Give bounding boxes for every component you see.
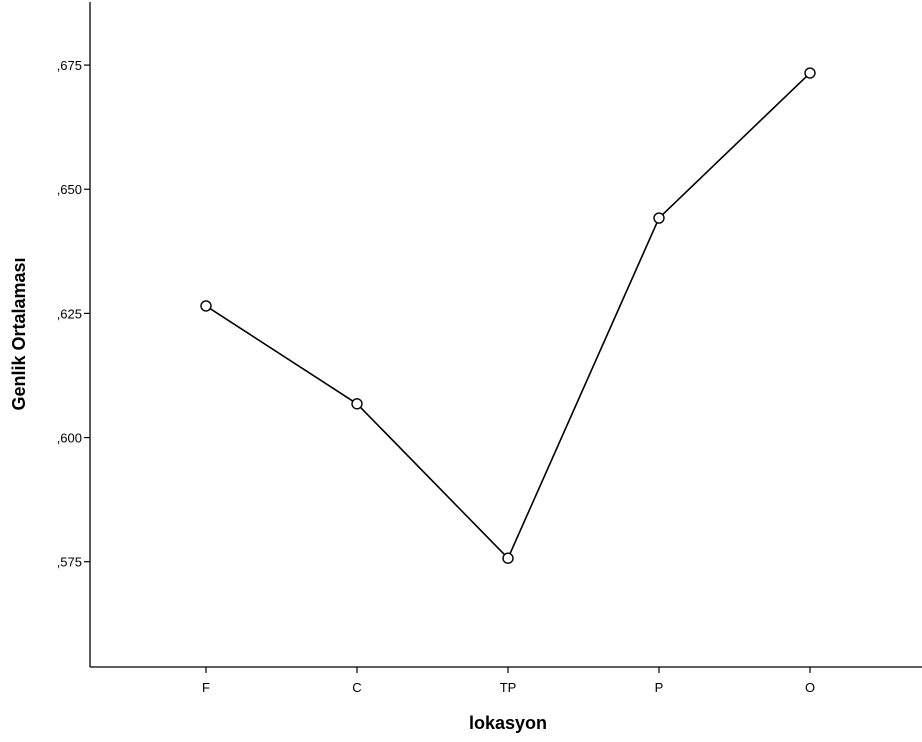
y-tick-label: ,625 <box>57 306 82 321</box>
x-tick-label: O <box>805 680 815 695</box>
x-tick-label: TP <box>500 680 517 695</box>
y-tick-label: ,650 <box>57 182 82 197</box>
data-point-marker <box>200 300 212 312</box>
y-tick-label: ,675 <box>57 58 82 73</box>
x-tick-label: F <box>202 680 210 695</box>
series-line <box>205 72 811 560</box>
data-point-marker <box>351 398 363 410</box>
x-axis-ticks: F C TP P O <box>202 667 815 695</box>
data-point-marker <box>653 212 665 224</box>
x-axis-title: lokasyon <box>469 713 547 733</box>
data-point-marker <box>502 552 514 564</box>
plot-area: ,575 ,600 ,625 ,650 ,675 F C TP P O <box>57 2 922 695</box>
y-tick-label: ,575 <box>57 555 82 570</box>
series-group <box>200 67 816 564</box>
y-axis-ticks: ,575 ,600 ,625 ,650 ,675 <box>57 58 90 570</box>
y-tick-label: ,600 <box>57 431 82 446</box>
data-point-marker <box>804 67 816 79</box>
y-axis-title: Genlik Ortalaması <box>9 257 29 410</box>
x-tick-label: C <box>352 680 361 695</box>
x-tick-label: P <box>655 680 664 695</box>
